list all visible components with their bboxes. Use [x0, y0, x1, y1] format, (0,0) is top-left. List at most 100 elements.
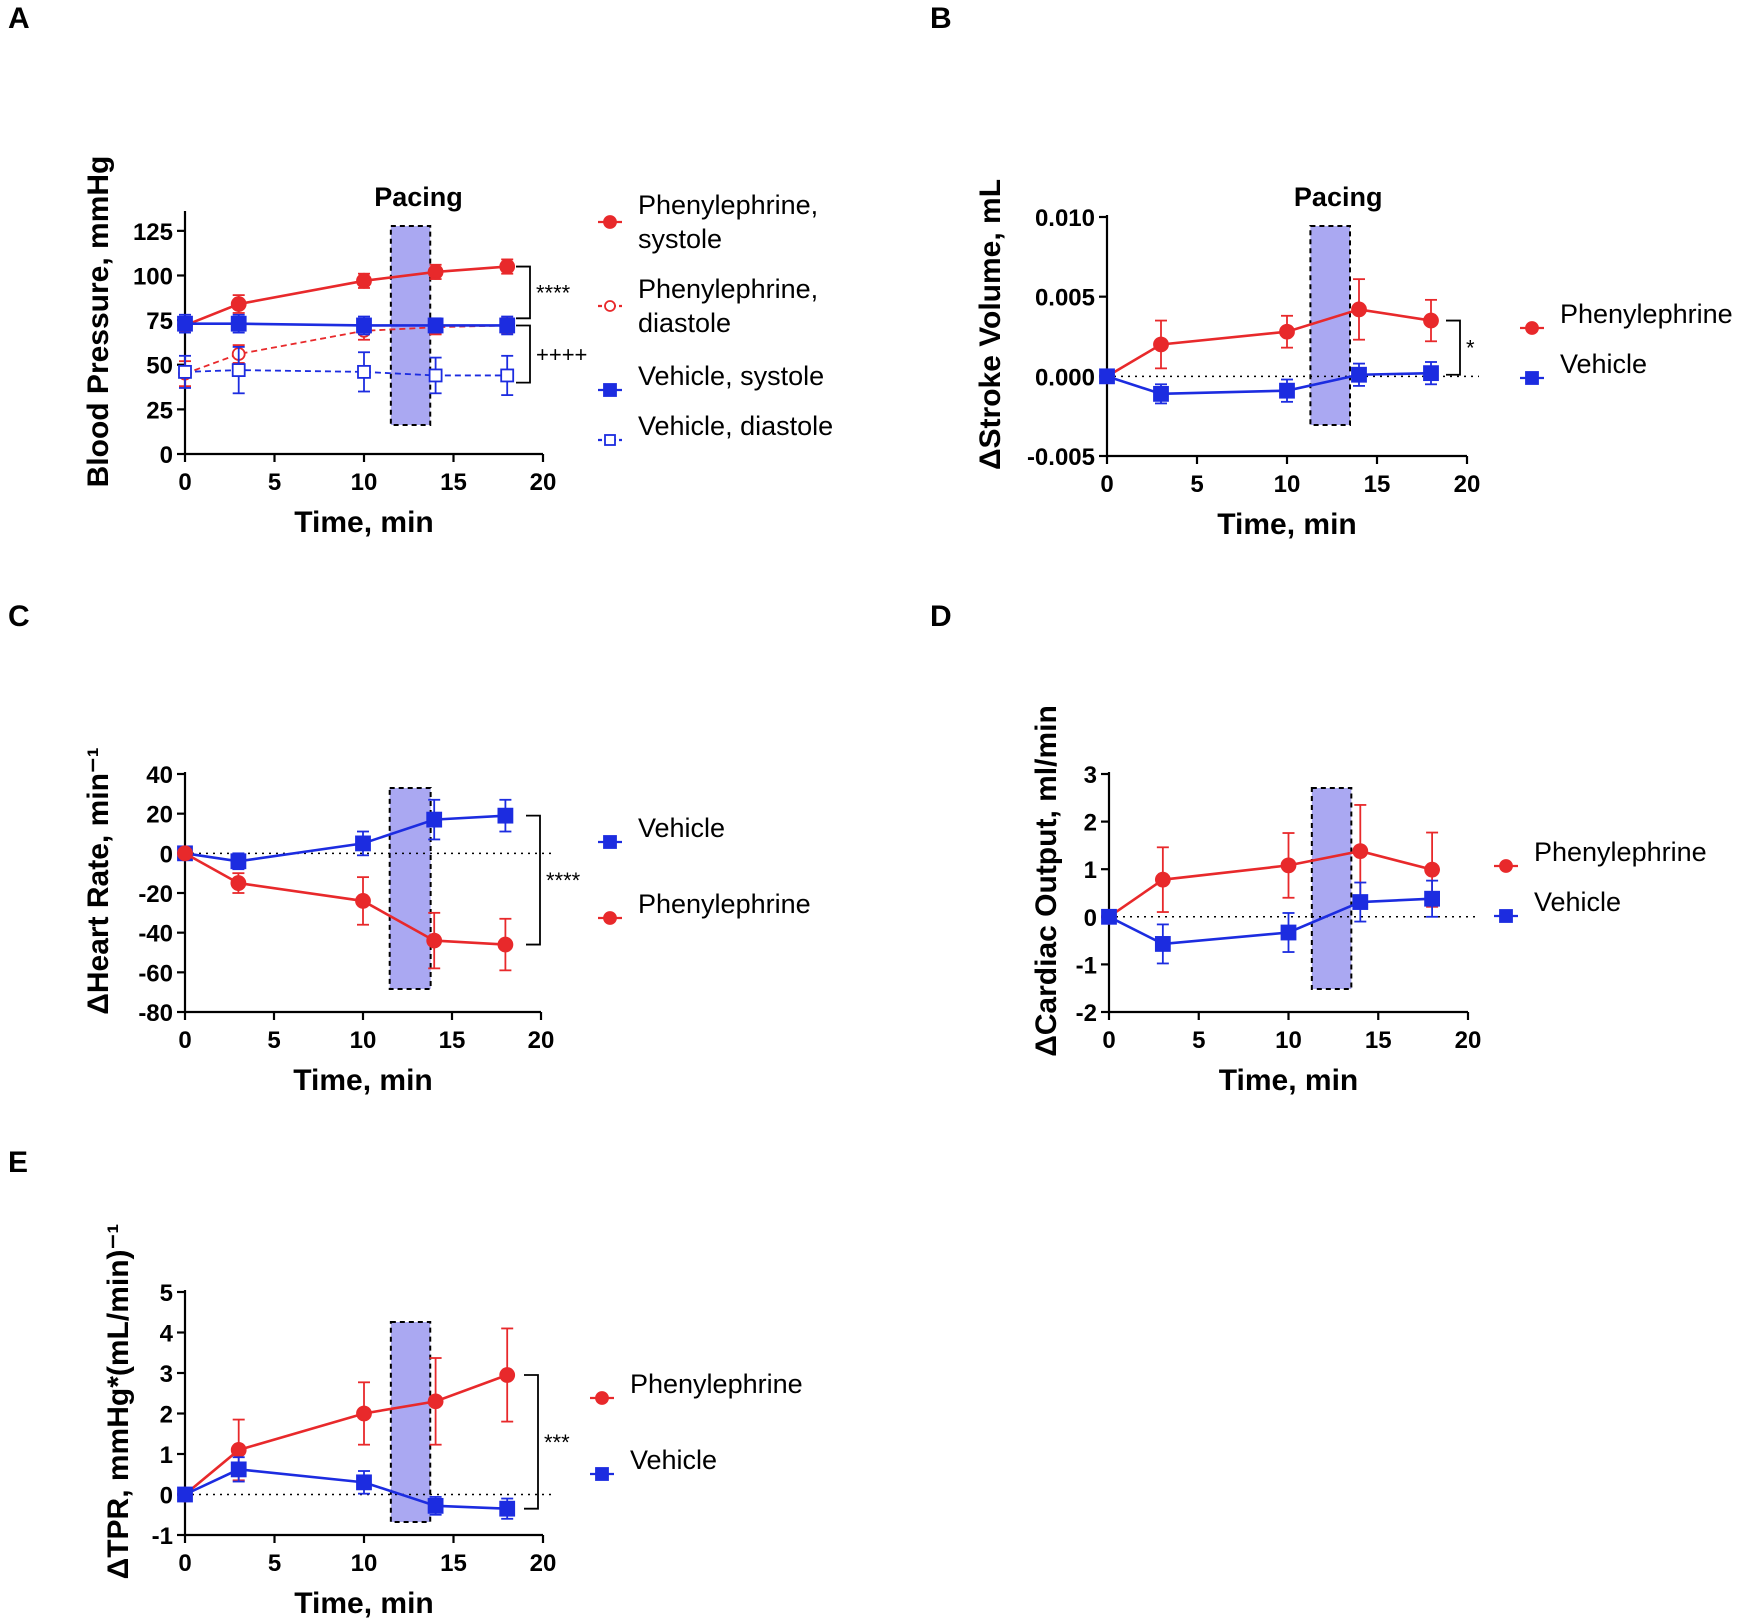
legend-label: Phenylephrine [1534, 837, 1707, 867]
data-point [356, 1405, 372, 1422]
x-tick-label: 15 [439, 1027, 466, 1054]
legend-marker [603, 383, 617, 397]
y-tick-label: 0.010 [1035, 205, 1095, 232]
legend-label: Phenylephrine [630, 1369, 803, 1399]
significance-label: *** [544, 1430, 570, 1455]
y-tick-label: -0.005 [1027, 444, 1095, 471]
y-tick-label: 0 [160, 841, 173, 868]
legend-item: Phenylephrine [1494, 837, 1707, 873]
legend-label: Phenylephrine, [638, 274, 818, 304]
x-axis-title: Time, min [1219, 1064, 1358, 1097]
data-point [230, 1442, 247, 1458]
x-tick-label: 5 [1190, 471, 1203, 498]
legend-marker [604, 434, 616, 446]
data-point [1424, 861, 1440, 878]
significance-label: * [1466, 336, 1475, 361]
data-point [1153, 336, 1169, 353]
y-tick-label: 5 [160, 1280, 173, 1307]
data-point [1153, 385, 1169, 402]
x-axis-title: Time, min [1217, 508, 1356, 541]
y-axis-title: ΔStroke Volume, mL [974, 179, 1007, 470]
data-point [499, 258, 516, 275]
legend-marker [603, 835, 617, 849]
data-point [497, 936, 514, 953]
data-point [426, 811, 443, 828]
legend-label: Vehicle [1560, 349, 1647, 379]
y-tick-label: -1 [1076, 952, 1097, 979]
pacing-label: Pacing [1294, 182, 1383, 212]
data-point [1352, 894, 1369, 910]
panel-A: A Pacing 0 5 10 15 20 0 25 50 75 100 125 Time, min Blo… [8, 2, 833, 539]
legend-marker [595, 1391, 609, 1405]
x-tick-label: 10 [351, 469, 378, 496]
data-point [1423, 365, 1439, 382]
y-tick-label: 3 [160, 1361, 173, 1388]
data-point [177, 315, 193, 332]
pacing-window [1309, 225, 1352, 426]
data-point [1424, 890, 1440, 907]
series-phenylephrine [1101, 804, 1440, 925]
legend-label: Vehicle, diastole [638, 411, 833, 441]
legend-item: Vehicle, systole [598, 361, 824, 397]
legend-item: Vehicle [590, 1445, 717, 1481]
data-point [427, 1393, 444, 1410]
significance-label: ++++ [536, 342, 587, 367]
data-point [357, 364, 371, 379]
x-tick-label: 20 [530, 1550, 557, 1577]
significance-bracket [1446, 319, 1461, 376]
y-axis-title: Blood Pressure, mmHg [82, 156, 115, 488]
legend-label: diastole [638, 308, 731, 338]
legend-item: Vehicle [1494, 887, 1621, 923]
data-point [356, 272, 372, 289]
significance-bracket [526, 814, 541, 946]
data-point [230, 296, 247, 312]
panel-letter: E [8, 1146, 28, 1179]
legend-item: Phenylephrine, systole [598, 190, 818, 254]
legend-marker [1499, 859, 1513, 873]
x-tick-label: 5 [267, 1027, 280, 1054]
data-point [497, 807, 514, 824]
data-point [1154, 936, 1171, 952]
x-axis-title: Time, min [293, 1064, 432, 1097]
x-tick-label: 15 [1364, 471, 1391, 498]
data-point [1280, 857, 1297, 874]
y-axis-title: ΔTPR, mmHg*(mL/min)⁻¹ [102, 1224, 135, 1580]
legend-marker [603, 911, 617, 925]
y-tick-label: 125 [133, 219, 173, 246]
significance-bracket [516, 265, 531, 320]
x-tick-label: 0 [178, 1027, 191, 1054]
pacing-window [1310, 787, 1353, 990]
y-axis-title: ΔHeart Rate, min⁻¹ [82, 747, 115, 1014]
legend-item: Phenylephrine [1520, 299, 1733, 335]
y-tick-label: -40 [138, 921, 173, 948]
data-point [1154, 871, 1171, 888]
significance-bracket [524, 1374, 539, 1510]
data-point [1279, 323, 1295, 340]
y-tick-label: 0.000 [1035, 364, 1095, 391]
x-tick-label: 10 [350, 1027, 377, 1054]
series-vehicle [177, 798, 514, 871]
series-phenylephrine [177, 845, 514, 972]
data-point [355, 835, 371, 852]
data-point [1101, 908, 1117, 925]
y-tick-label: 1 [1084, 857, 1097, 884]
y-tick-label: -1 [152, 1523, 173, 1550]
data-point [230, 853, 247, 870]
panel-B: B Pacing 0 5 10 15 20 -0.005 0.000 0.005 0.010 Time… [930, 2, 1733, 541]
legend-label: Phenylephrine, [638, 190, 818, 220]
y-tick-label: 0 [1084, 905, 1097, 932]
legend-marker [1499, 909, 1513, 923]
legend-marker [1525, 371, 1539, 385]
significance-bracket [516, 324, 531, 384]
y-tick-label: -2 [1076, 1000, 1097, 1027]
data-point [500, 368, 515, 383]
data-point [426, 932, 443, 949]
legend-item: Phenylephrine, diastole [598, 274, 818, 338]
y-tick-label: -80 [138, 1000, 173, 1027]
y-tick-label: 100 [133, 263, 173, 290]
x-tick-label: 20 [1455, 1027, 1482, 1054]
legend-label: Vehicle [1534, 887, 1621, 917]
y-tick-label: 0 [160, 1483, 173, 1510]
